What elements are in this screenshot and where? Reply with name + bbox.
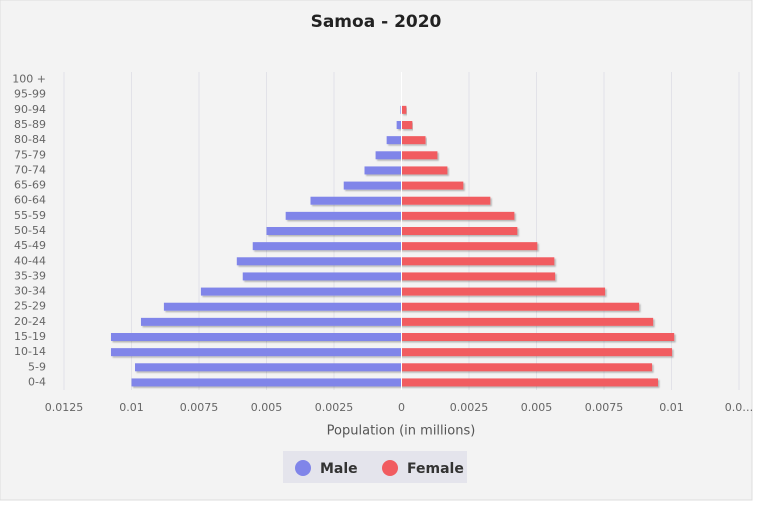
y-tick-label: 25-29 — [14, 300, 46, 313]
bar — [401, 302, 640, 311]
x-tick-label: 0.0125 — [45, 401, 84, 414]
y-tick-label: 70-74 — [14, 163, 46, 176]
x-tick-label: 0.0025 — [315, 401, 354, 414]
x-tick-label: 0.01 — [119, 401, 144, 414]
y-tick-label: 0-4 — [28, 375, 46, 388]
x-tick-label: 0.0075 — [180, 401, 219, 414]
y-tick-label: 40-44 — [14, 254, 46, 267]
x-tick-label: 0.01 — [659, 401, 684, 414]
y-tick-label: 10-14 — [14, 345, 46, 358]
bar — [131, 378, 402, 387]
bar — [135, 363, 402, 372]
legend-marker[interactable] — [382, 460, 398, 476]
x-tick-label: 0 — [398, 401, 405, 414]
bar — [386, 136, 402, 145]
bar — [285, 211, 402, 220]
bar — [252, 242, 402, 251]
bar — [401, 333, 675, 341]
bar — [375, 151, 402, 160]
chart-title: Samoa - 2020 — [311, 12, 442, 32]
y-tick-label: 55-59 — [14, 209, 46, 222]
bar — [310, 196, 402, 205]
legend-marker[interactable] — [295, 460, 311, 476]
x-tick-label: 0.0075 — [585, 401, 624, 414]
y-tick-label: 90-94 — [14, 103, 46, 116]
y-tick-label: 75-79 — [14, 148, 46, 161]
x-axis-title: Population (in millions) — [327, 424, 476, 439]
bar — [401, 348, 673, 357]
bar — [401, 272, 556, 281]
y-tick-label: 30-34 — [14, 285, 46, 298]
bar — [200, 287, 402, 296]
legend-box — [283, 451, 467, 483]
y-tick-label: 45-49 — [14, 239, 46, 252]
bar — [401, 363, 653, 372]
bar — [401, 151, 438, 160]
bar — [400, 105, 402, 114]
y-tick-label: 95-99 — [14, 88, 46, 101]
y-tick-label: 60-64 — [14, 194, 46, 207]
bar — [401, 287, 606, 296]
bar — [401, 166, 448, 175]
bar — [364, 166, 402, 175]
y-tick-label: 50-54 — [14, 224, 46, 237]
y-tick-label: 100 + — [12, 73, 46, 86]
y-tick-label: 5-9 — [28, 360, 46, 373]
bar — [110, 348, 402, 357]
legend-label[interactable]: Male — [320, 461, 358, 477]
y-tick-label: 35-39 — [14, 269, 46, 282]
bar — [401, 136, 426, 145]
x-tick-label: 0.005 — [521, 401, 553, 414]
bar — [401, 242, 538, 251]
y-tick-label: 15-19 — [14, 330, 46, 343]
bar — [401, 181, 464, 190]
y-tick-label: 65-69 — [14, 179, 46, 192]
bar — [401, 211, 515, 220]
bar — [163, 302, 402, 311]
bar — [343, 181, 402, 190]
x-tick-label: 0.005 — [251, 401, 283, 414]
bar — [236, 257, 402, 266]
bar — [396, 121, 402, 129]
bar — [401, 196, 491, 205]
y-tick-label: 20-24 — [14, 315, 46, 328]
x-tick-label: 0.0025 — [450, 401, 489, 414]
legend-label[interactable]: Female — [407, 461, 464, 477]
bar — [401, 317, 654, 326]
y-tick-label: 85-89 — [14, 118, 46, 131]
y-tick-label: 80-84 — [14, 133, 46, 146]
bar — [242, 272, 402, 281]
bar — [110, 333, 402, 341]
x-tick-label: 0.0… — [725, 401, 754, 414]
bar — [401, 105, 407, 114]
bar — [401, 227, 518, 235]
bar — [401, 378, 658, 387]
bar — [401, 257, 555, 266]
bar — [401, 121, 413, 129]
bar — [140, 317, 402, 326]
bar — [266, 227, 402, 235]
